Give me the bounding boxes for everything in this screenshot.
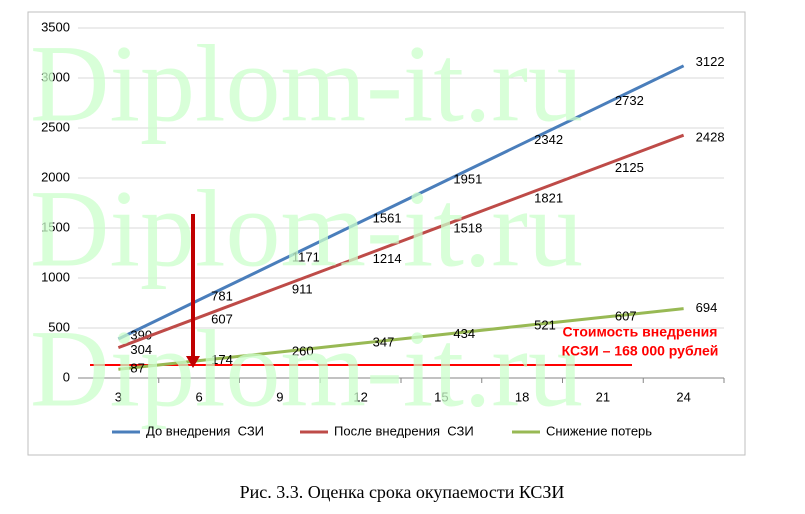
data-label: 2342 (534, 132, 563, 147)
x-tick-label: 9 (276, 389, 283, 404)
line (117, 133, 685, 350)
legend-label: После внедрения СЗИ (334, 423, 474, 438)
y-tick-label: 3500 (41, 19, 70, 34)
x-tick-label: 21 (596, 389, 610, 404)
data-label: 87 (130, 361, 144, 376)
data-label: 2125 (615, 160, 644, 175)
data-label: 607 (615, 309, 637, 324)
x-tick-label: 24 (676, 389, 690, 404)
y-tick-label: 1000 (41, 269, 70, 284)
line (117, 64, 685, 341)
data-label: 260 (292, 343, 314, 358)
watermark: Diplom-it.ru (30, 22, 583, 144)
data-label: 390 (130, 327, 152, 342)
data-label: 781 (211, 288, 233, 303)
y-tick-label: 3000 (41, 69, 70, 84)
data-label: 911 (292, 281, 313, 296)
x-tick-label: 6 (196, 389, 203, 404)
annotation: Стоимость внедрения (563, 324, 718, 340)
y-tick-label: 500 (48, 319, 70, 334)
data-label: 304 (130, 342, 152, 357)
data-label: 2732 (615, 93, 644, 108)
data-label: 1171 (292, 249, 320, 264)
data-label: 347 (373, 335, 395, 350)
x-tick-label: 15 (434, 389, 448, 404)
data-label: 607 (211, 312, 233, 327)
data-label: 1821 (534, 190, 563, 205)
data-label: 1214 (373, 251, 402, 266)
legend-label: До внедрения СЗИ (146, 423, 264, 438)
line (118, 307, 684, 371)
data-label: 521 (534, 317, 556, 332)
y-tick-label: 2000 (41, 169, 70, 184)
data-label: 1561 (373, 210, 402, 225)
watermark: Diplom-it.ru (30, 167, 583, 289)
data-label: 2428 (696, 130, 725, 145)
data-label: 174 (211, 352, 233, 367)
data-label: 434 (453, 326, 475, 341)
y-tick-label: 1500 (41, 219, 70, 234)
caption: Рис. 3.3. Оценка срока окупаемости КСЗИ (240, 482, 565, 502)
legend-label: Снижение потерь (546, 423, 652, 438)
data-label: 694 (696, 300, 718, 315)
arrow-head (186, 356, 200, 368)
y-tick-label: 2500 (41, 119, 70, 134)
annotation: КСЗИ – 168 000 рублей (562, 343, 719, 359)
data-label: 1951 (453, 171, 482, 186)
x-tick-label: 18 (515, 389, 529, 404)
data-label: 3122 (696, 54, 725, 69)
chart-frame (27, 11, 746, 456)
x-tick-label: 3 (115, 389, 122, 404)
y-tick-label: 0 (63, 369, 70, 384)
data-label: 1518 (453, 221, 482, 236)
x-tick-label: 12 (353, 389, 367, 404)
watermark: Diplom-it.ru (30, 307, 583, 429)
